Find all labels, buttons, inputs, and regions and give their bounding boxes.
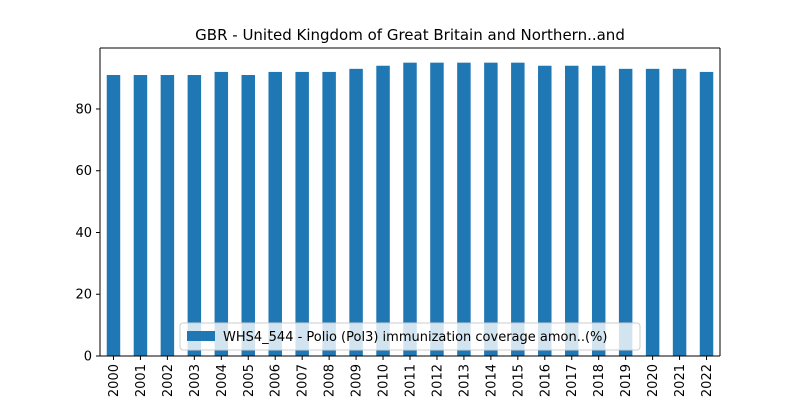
bar-2002 (160, 75, 175, 357)
x-tick-label-2002: 2002 (161, 364, 176, 397)
y-tick-label-0: 0 (84, 350, 92, 365)
x-tick-label-2021: 2021 (673, 364, 688, 397)
x-tick-label-2006: 2006 (269, 364, 284, 397)
bar-2016 (538, 65, 552, 356)
bar-2009 (349, 68, 363, 356)
bar-2006 (268, 71, 282, 357)
x-tick-label-2008: 2008 (323, 364, 338, 397)
x-tick-label-2020: 2020 (646, 364, 661, 397)
x-tick-label-2017: 2017 (565, 364, 580, 397)
x-tick-label-2013: 2013 (457, 364, 472, 397)
bar-2017 (565, 65, 579, 356)
bar-2005 (241, 75, 255, 357)
bar-2021 (672, 68, 687, 356)
x-tick-label-2011: 2011 (404, 364, 419, 397)
chart-title: GBR - United Kingdom of Great Britain an… (195, 26, 625, 44)
bar-2013 (457, 62, 471, 357)
x-tick-label-2018: 2018 (592, 364, 607, 397)
y-tick-label-80: 80 (75, 102, 92, 117)
x-tick-label-2009: 2009 (350, 364, 365, 397)
bar-2007 (295, 71, 309, 357)
axes-layer: 0 20 40 60 80 2000 2001 2002 2003 2004 2005 2006 200… (75, 47, 721, 397)
bar-2010 (376, 65, 390, 356)
x-tick-label-2015: 2015 (511, 364, 526, 397)
x-tick-label-2007: 2007 (296, 364, 311, 397)
x-tick-label-2010: 2010 (377, 364, 392, 397)
y-tick-label-20: 20 (75, 288, 92, 303)
x-tick-label-2012: 2012 (430, 364, 445, 397)
x-tick-label-2004: 2004 (215, 364, 230, 397)
bar-2022 (699, 71, 714, 357)
legend-label: WHS4_544 - Polio (Pol3) immunization cov… (223, 330, 607, 345)
bar-2014 (484, 62, 498, 357)
bar-2020 (645, 68, 660, 356)
bars-layer (106, 62, 714, 357)
bar-2011 (403, 62, 417, 357)
y-tick-label-60: 60 (75, 164, 92, 179)
legend-box (179, 322, 641, 351)
x-tick-label-2001: 2001 (134, 364, 149, 397)
x-tick-label-2019: 2019 (619, 364, 634, 397)
bar-2001 (133, 75, 148, 357)
bar-2008 (322, 71, 336, 357)
x-tick-label-2022: 2022 (700, 364, 715, 397)
bar-2012 (430, 62, 444, 357)
x-tick-label-2005: 2005 (242, 364, 257, 397)
bar-2018 (591, 65, 606, 356)
legend: WHS4_544 - Polio (Pol3) immunization cov… (179, 322, 641, 351)
x-tick-label-2003: 2003 (188, 364, 203, 397)
x-tick-label-2000: 2000 (107, 364, 122, 397)
bar-2003 (187, 75, 202, 357)
bar-2000 (106, 75, 121, 357)
x-tick-label-2016: 2016 (538, 364, 553, 397)
bar-2019 (618, 68, 633, 356)
bar-2015 (511, 62, 525, 357)
legend-swatch (187, 331, 215, 341)
x-tick-label-2014: 2014 (484, 364, 499, 397)
bar-2004 (214, 71, 229, 357)
y-tick-label-40: 40 (75, 226, 92, 241)
